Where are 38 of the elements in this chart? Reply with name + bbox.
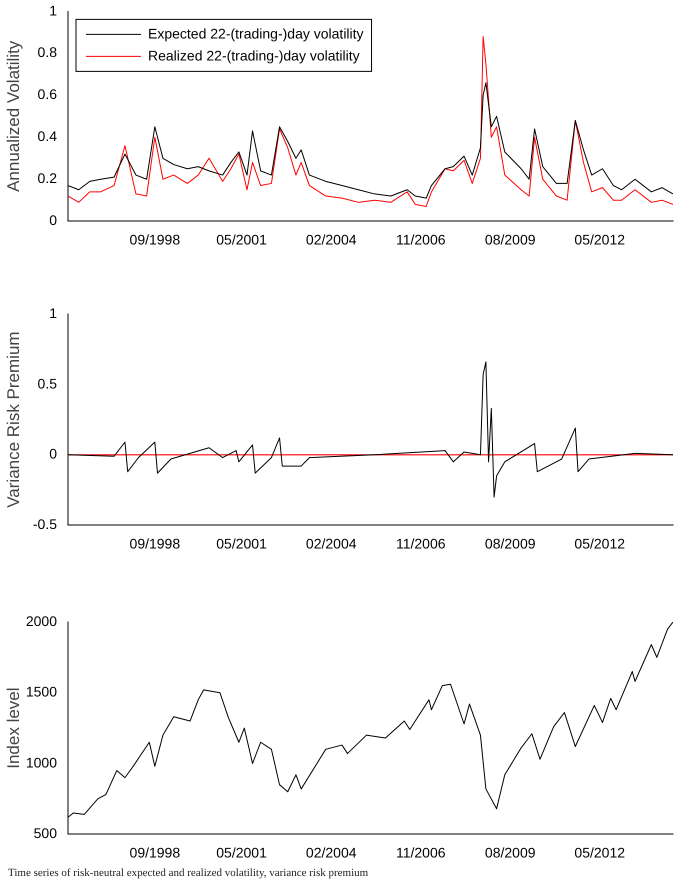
x-tick-label: 09/1998 (130, 231, 180, 248)
x-tick-label: 05/2012 (574, 231, 626, 248)
x-tick-label: 09/1998 (130, 535, 180, 552)
x-tick-label: 02/2004 (306, 844, 357, 860)
text: Time series of risk-neutral expected and realized volatility, variance risk premium (8, 867, 368, 879)
y-tick-label: 0.2 (38, 170, 58, 186)
x-tick-label: 05/2001 (216, 844, 268, 860)
y-tick-label: 0.8 (38, 44, 58, 60)
x-tick-label: 02/2004 (306, 535, 357, 552)
x-tick-label: 08/2009 (484, 535, 536, 552)
y-tick-label: 0 (49, 446, 58, 462)
x-tick-label: 05/2001 (216, 231, 268, 248)
legend-label: Expected 22-(trading-)day volatility (148, 25, 364, 42)
y-axis-title: Index level (4, 687, 23, 769)
x-tick-label: 05/2001 (216, 535, 268, 552)
y-tick-label: 0.5 (38, 375, 58, 392)
y-tick-label: 2000 (26, 612, 58, 629)
y-axis-title: Annualized Volatility (4, 40, 23, 192)
y-tick-label: 1000 (26, 754, 58, 770)
y-tick-label: -0.5 (32, 516, 58, 532)
y-tick-label: 500 (34, 825, 58, 842)
y-axis-title: Variance Risk Premium (4, 331, 23, 508)
x-tick-label: 11/2006 (396, 231, 446, 248)
x-tick-label: 11/2006 (396, 535, 446, 552)
x-tick-label: 05/2012 (574, 844, 626, 860)
y-tick-label: 0 (49, 212, 58, 228)
legend-label: Realized 22-(trading-)day volatility (148, 47, 360, 64)
y-tick-label: 1500 (26, 684, 58, 700)
y-tick-label: 0.6 (38, 86, 58, 102)
x-tick-label: 08/2009 (484, 844, 536, 860)
x-tick-label: 08/2009 (484, 231, 536, 248)
x-tick-label: 02/2004 (306, 231, 357, 248)
x-tick-label: 05/2012 (574, 535, 626, 552)
y-tick-label: 0.4 (38, 128, 58, 144)
y-tick-label: 1 (49, 2, 58, 18)
y-tick-label: 1 (49, 304, 58, 321)
x-tick-label: 11/2006 (396, 844, 446, 860)
x-tick-label: 09/1998 (130, 844, 180, 860)
